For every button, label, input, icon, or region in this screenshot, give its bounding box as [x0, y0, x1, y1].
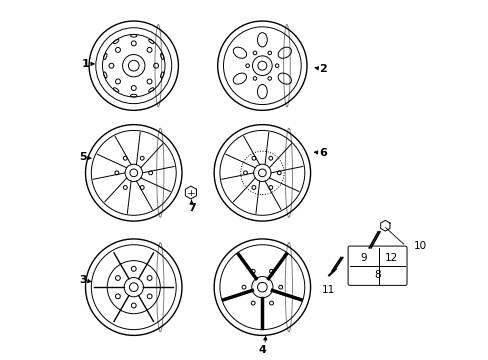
Text: 9: 9	[360, 253, 366, 263]
Text: 2: 2	[319, 64, 326, 74]
Text: 3: 3	[79, 275, 87, 285]
Text: 11: 11	[321, 285, 334, 296]
Text: 6: 6	[319, 148, 326, 158]
Text: 4: 4	[258, 345, 266, 355]
Text: 5: 5	[79, 152, 87, 162]
Text: 12: 12	[384, 253, 397, 263]
Text: 7: 7	[187, 203, 195, 212]
Text: 1: 1	[81, 59, 89, 69]
Text: 10: 10	[413, 241, 427, 251]
Text: 8: 8	[373, 270, 380, 280]
